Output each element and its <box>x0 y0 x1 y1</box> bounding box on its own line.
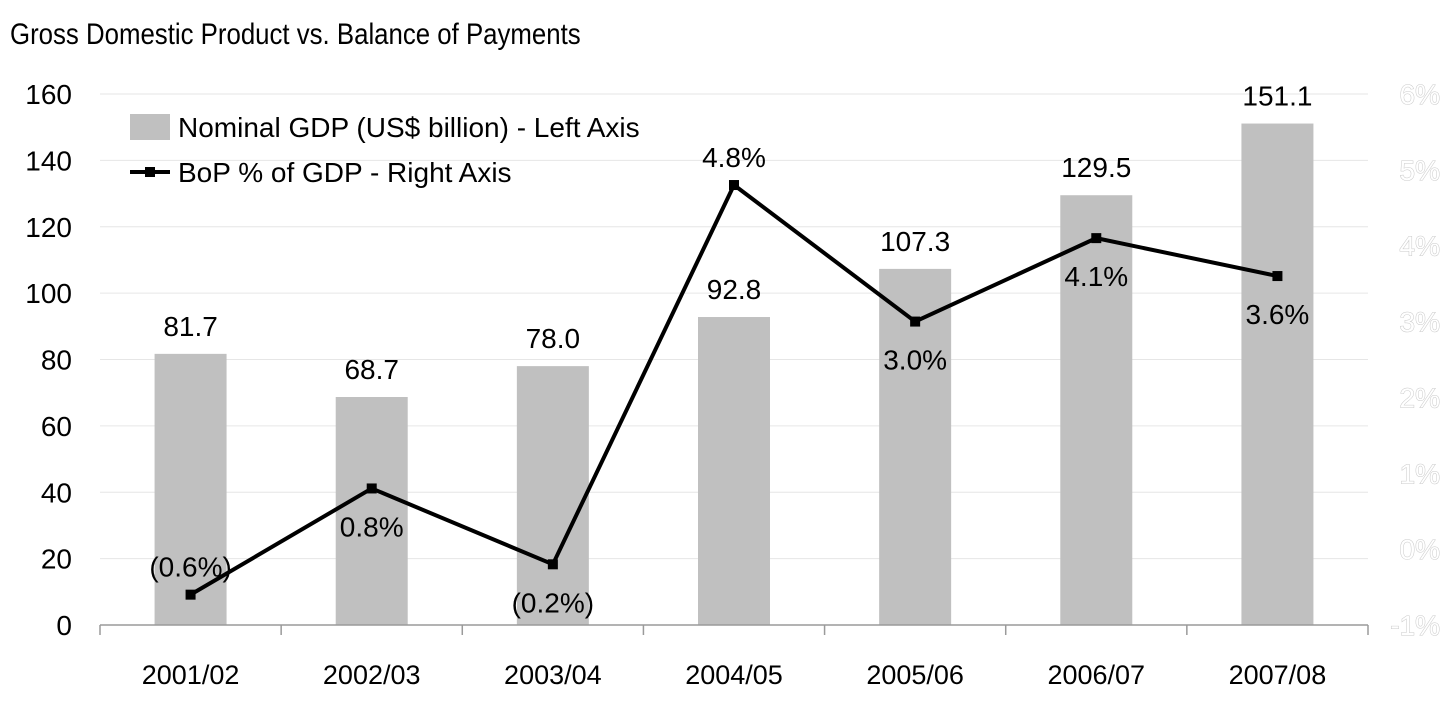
right-axis-tick-label: 2% <box>1400 382 1440 413</box>
left-axis-tick-label: 140 <box>25 145 72 176</box>
bar-gdp <box>1241 123 1314 626</box>
bar-gdp <box>516 366 589 625</box>
left-axis-tick-label: 100 <box>25 278 72 309</box>
bar-value-label: 68.7 <box>344 354 399 385</box>
line-value-label: 0.8% <box>340 511 404 542</box>
legend-label-bop: BoP % of GDP - Right Axis <box>178 157 512 188</box>
right-axis-tick-label: 6% <box>1400 79 1440 110</box>
right-axis-tick-label: 1% <box>1400 458 1440 489</box>
category-label: 2001/02 <box>142 660 240 690</box>
line-value-label: 3.6% <box>1246 299 1310 330</box>
line-value-label: 4.8% <box>702 142 766 173</box>
bar-gdp <box>879 268 952 625</box>
bar-gdp <box>335 397 408 625</box>
line-point-bop <box>185 589 196 600</box>
bar-gdp <box>154 353 227 625</box>
bar-gdp <box>698 317 770 625</box>
left-axis-tick-label: 160 <box>25 79 72 110</box>
legend-label-gdp: Nominal GDP (US$ billion) - Left Axis <box>178 112 640 143</box>
left-axis-tick-label: 0 <box>56 610 72 641</box>
left-axis-tick-label: 20 <box>41 544 72 575</box>
bar-value-label: 151.1 <box>1242 81 1312 112</box>
bar-value-label: 92.8 <box>707 274 762 305</box>
left-axis-tick-label: 40 <box>41 477 72 508</box>
category-label: 2003/04 <box>504 660 602 690</box>
left-axis-tick-label: 120 <box>25 212 72 243</box>
category-label: 2005/06 <box>866 660 964 690</box>
right-axis-tick-label: 4% <box>1400 231 1440 262</box>
axes: 0 20 40 60 80 100 120 140 160 -1% 0% 1% 2% 3% 4% 5% 6% 20… <box>25 79 1440 691</box>
left-axis-tick-label: 60 <box>41 411 72 442</box>
line-point-bop <box>1091 233 1102 244</box>
data-labels: 81.7 68.7 78.0 92.8 107.3 129.5 151.1 (0.6%) 0.8… <box>149 81 1312 619</box>
line-point-bop <box>910 316 921 327</box>
legend-swatch-gdp <box>130 114 170 140</box>
bar-series <box>154 123 1314 626</box>
right-axis-tick-label: 0% <box>1400 534 1440 565</box>
right-axis-tick-label: -1% <box>1390 610 1440 641</box>
line-point-bop <box>547 559 558 570</box>
line-series <box>185 180 1283 600</box>
line-value-label: 4.1% <box>1064 261 1128 292</box>
bar-value-label: 129.5 <box>1061 152 1131 183</box>
right-axis-tick-label: 5% <box>1400 155 1440 186</box>
chart-title: Gross Domestic Product vs. Balance of Pa… <box>10 18 581 51</box>
line-value-label: (0.2%) <box>512 587 594 618</box>
bar-value-label: 81.7 <box>163 311 218 342</box>
category-label: 2006/07 <box>1047 660 1145 690</box>
right-axis-tick-label: 3% <box>1400 307 1440 338</box>
bar-gdp <box>1060 195 1133 626</box>
line-point-bop <box>366 483 377 494</box>
category-label: 2004/05 <box>685 660 783 690</box>
left-axis-tick-label: 80 <box>41 345 72 376</box>
line-value-label: (0.6%) <box>149 552 231 583</box>
legend: Nominal GDP (US$ billion) - Left Axis Bo… <box>130 112 640 188</box>
bar-value-label: 78.0 <box>526 323 581 354</box>
category-label: 2007/08 <box>1229 660 1327 690</box>
legend-swatch-bop-marker <box>145 167 155 177</box>
line-point-bop <box>729 180 739 191</box>
line-point-bop <box>1272 271 1283 282</box>
bar-value-label: 107.3 <box>880 226 950 257</box>
category-label: 2002/03 <box>323 660 421 690</box>
line-value-label: 3.0% <box>883 345 947 376</box>
